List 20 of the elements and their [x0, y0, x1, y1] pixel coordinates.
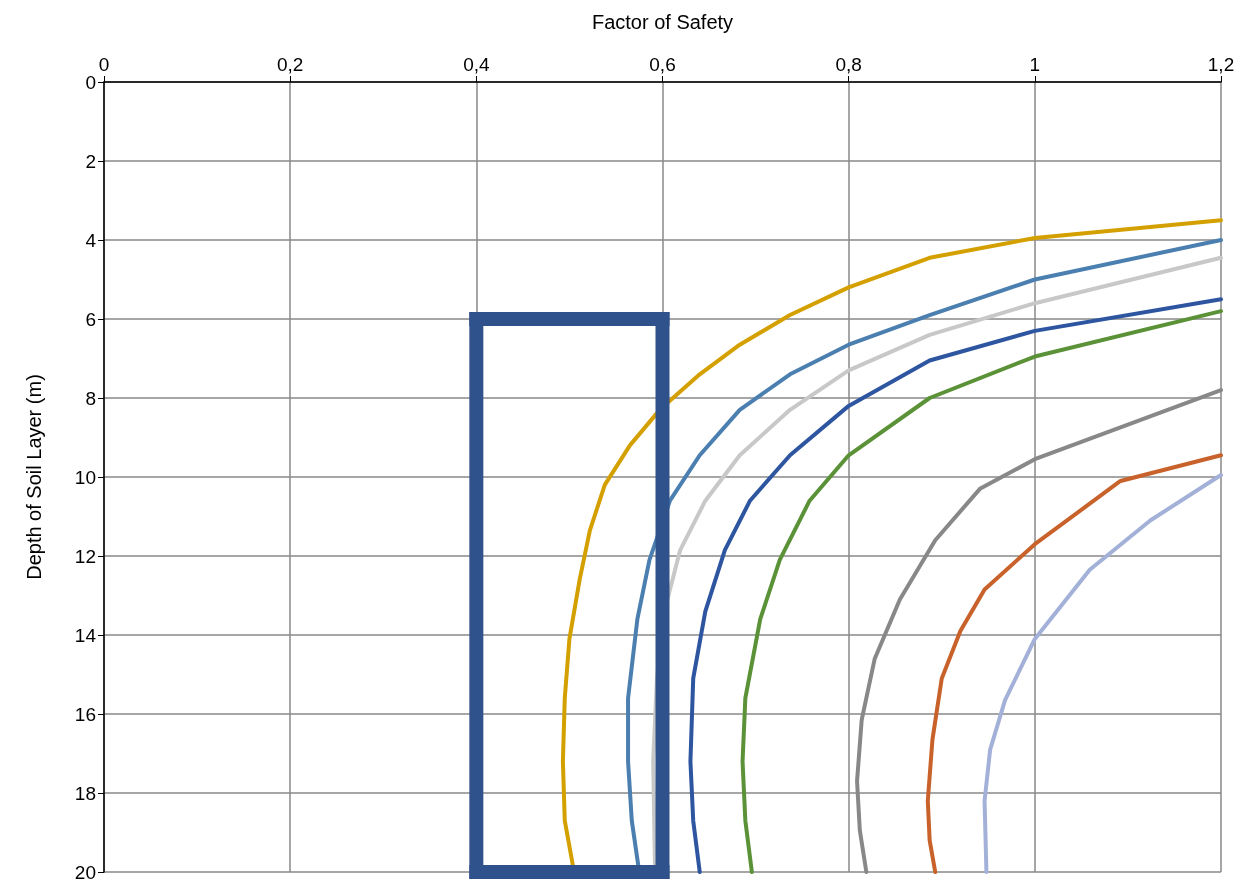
- x-tick-label: 0,4: [463, 54, 490, 75]
- x-tick-label: 1: [1029, 54, 1041, 75]
- y-tick-label: 4: [85, 229, 97, 251]
- y-tick-label: 2: [85, 150, 96, 172]
- y-tick-label: 20: [74, 861, 96, 883]
- x-tick-label: 0,6: [649, 54, 676, 75]
- y-axis-title: Depth of Soil Layer (m): [23, 374, 45, 580]
- y-tick-label: 16: [74, 703, 96, 725]
- y-tick-label: 0: [85, 71, 96, 93]
- y-tick-label: 14: [74, 624, 97, 646]
- y-tick-label: 10: [74, 466, 96, 488]
- x-axis-title: Factor of Safety: [591, 11, 734, 33]
- y-tick-label: 8: [85, 387, 96, 409]
- y-tick-label: 12: [74, 545, 96, 567]
- x-tick-label: 1,2: [1207, 54, 1235, 75]
- x-tick-label: 0,8: [835, 54, 862, 75]
- x-tick-label: 0,2: [276, 54, 304, 75]
- y-tick-label: 6: [85, 308, 96, 330]
- x-tick-label: 0: [98, 54, 110, 75]
- y-tick-label: 18: [74, 782, 96, 804]
